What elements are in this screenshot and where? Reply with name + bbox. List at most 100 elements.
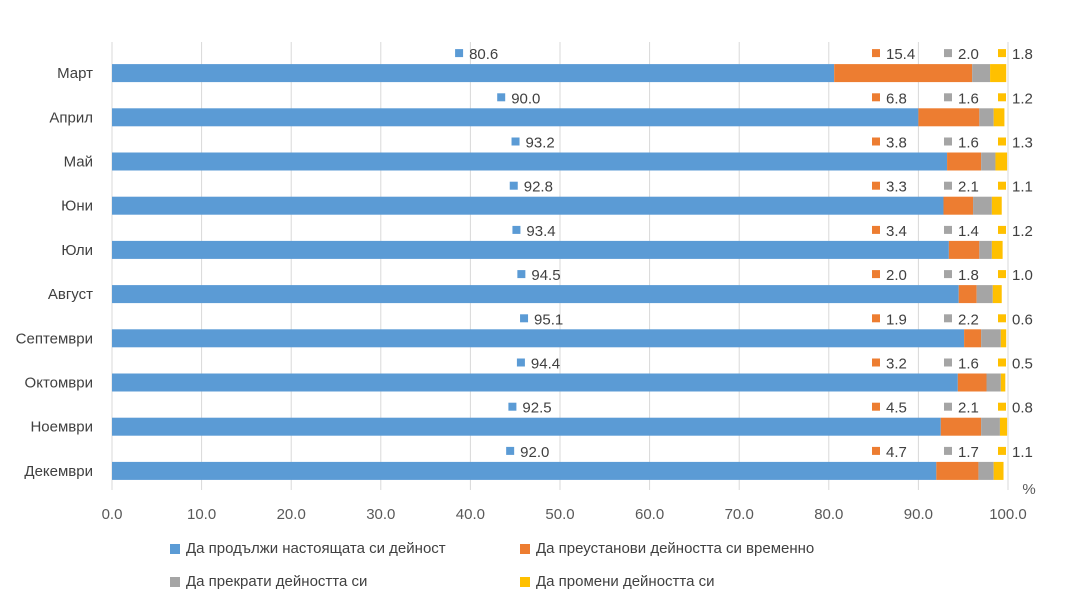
data-label: 6.8 <box>886 90 907 107</box>
data-label: 1.0 <box>1012 267 1033 284</box>
data-label-swatch <box>508 402 517 411</box>
data-label: 3.4 <box>886 223 907 240</box>
legend-label: Да промени дейността си <box>536 573 715 590</box>
data-label-swatch <box>872 93 880 102</box>
legend-label: Да продължи настоящата си дейност <box>186 540 446 557</box>
bar-segment <box>993 461 1004 480</box>
data-label: 3.8 <box>886 135 907 152</box>
data-label: 2.2 <box>958 311 979 328</box>
data-label-swatch <box>944 402 952 411</box>
data-label: 2.1 <box>958 179 979 196</box>
category-label: Май <box>64 154 93 171</box>
data-label-swatch <box>944 314 952 323</box>
bar-segment <box>981 329 1001 348</box>
data-label: 90.0 <box>511 90 540 107</box>
bar-segment <box>112 152 948 171</box>
data-label: 92.8 <box>524 179 553 196</box>
category-label: Октомври <box>25 375 93 392</box>
data-label: 80.6 <box>469 46 498 63</box>
bar-segment <box>991 240 1003 259</box>
bar-segment <box>992 285 1002 304</box>
category-label: Юни <box>61 198 93 215</box>
bar-segment <box>948 240 980 259</box>
data-label-swatch <box>998 181 1006 190</box>
data-label-swatch <box>944 137 952 146</box>
category-label: Юли <box>61 242 93 259</box>
data-label-swatch <box>517 270 526 279</box>
bar-segment <box>918 108 980 127</box>
data-label: 1.6 <box>958 356 979 373</box>
data-label-swatch <box>944 270 952 279</box>
data-label: 94.5 <box>531 267 560 284</box>
data-label-swatch <box>944 446 952 455</box>
data-label: 1.4 <box>958 223 979 240</box>
data-label-swatch <box>872 314 880 323</box>
bar-segment <box>112 417 941 436</box>
bar-segment <box>112 240 949 259</box>
bar-segment <box>979 108 994 127</box>
data-label: 0.5 <box>1012 356 1033 373</box>
legend-swatch <box>520 543 530 554</box>
data-label-swatch <box>872 225 880 234</box>
data-label: 4.7 <box>886 444 907 461</box>
data-label-swatch <box>998 314 1006 323</box>
data-label-swatch <box>512 225 521 234</box>
bar-segment <box>940 417 982 436</box>
bar-segment <box>834 64 973 83</box>
data-label: 4.5 <box>886 400 907 417</box>
x-tick-label: 20.0 <box>277 506 306 523</box>
x-tick-label: 100.0 <box>989 506 1027 523</box>
data-label-swatch <box>998 358 1006 367</box>
data-label: 1.3 <box>1012 135 1033 152</box>
data-label: 3.2 <box>886 356 907 373</box>
data-label-swatch <box>998 402 1006 411</box>
data-label-swatch <box>455 49 464 58</box>
stacked-bar-chart: 0.0 10.0 20.0 30.0 40.0 50.0 60.0 70.0 80.0 90.0 1… <box>16 42 1036 523</box>
category-label: Септември <box>16 330 93 347</box>
bar-segment <box>936 461 979 480</box>
data-label: 0.8 <box>1012 400 1033 417</box>
bar-segment <box>112 64 835 83</box>
bar-segment <box>1000 329 1007 348</box>
bar-segment <box>112 285 959 304</box>
data-label: 1.2 <box>1012 90 1033 107</box>
data-label-swatch <box>872 181 880 190</box>
data-label: 94.4 <box>531 356 560 373</box>
legend-label: Да прекрати дейността си <box>186 573 368 590</box>
data-label: 2.1 <box>958 400 979 417</box>
bar-segment <box>981 152 996 171</box>
unit-label: % <box>1022 481 1035 498</box>
data-label: 3.3 <box>886 179 907 196</box>
x-tick-label: 70.0 <box>725 506 754 523</box>
bar-segment <box>986 373 1001 392</box>
category-label: Март <box>57 65 93 82</box>
bar-segment <box>112 329 965 348</box>
data-label: 1.6 <box>958 135 979 152</box>
x-tick-label: 0.0 <box>102 506 123 523</box>
legend-label: Да преустанови дейността си временно <box>536 540 815 557</box>
data-label: 2.0 <box>958 46 979 63</box>
bar-segment <box>979 240 992 259</box>
x-tick-label: 30.0 <box>366 506 395 523</box>
data-label: 1.1 <box>1012 444 1033 461</box>
data-label: 15.4 <box>886 46 915 63</box>
data-label: 93.4 <box>526 223 555 240</box>
bar-segment <box>112 373 958 392</box>
data-label: 1.6 <box>958 90 979 107</box>
data-label: 2.0 <box>886 267 907 284</box>
bar-segment <box>993 108 1005 127</box>
legend-item: Да продължи настоящата си дейност <box>170 540 446 557</box>
data-label-swatch <box>872 402 880 411</box>
data-label-swatch <box>998 93 1006 102</box>
data-label-swatch <box>944 49 952 58</box>
data-label-swatch <box>944 225 952 234</box>
data-label: 92.0 <box>520 444 549 461</box>
category-label: Декември <box>24 463 93 480</box>
x-tick-label: 40.0 <box>456 506 485 523</box>
x-tick-label: 80.0 <box>814 506 843 523</box>
legend-swatch <box>170 576 180 587</box>
data-label-swatch <box>998 446 1006 455</box>
data-label-swatch <box>872 358 880 367</box>
data-label: 92.5 <box>522 400 551 417</box>
bar-segment <box>991 196 1002 215</box>
